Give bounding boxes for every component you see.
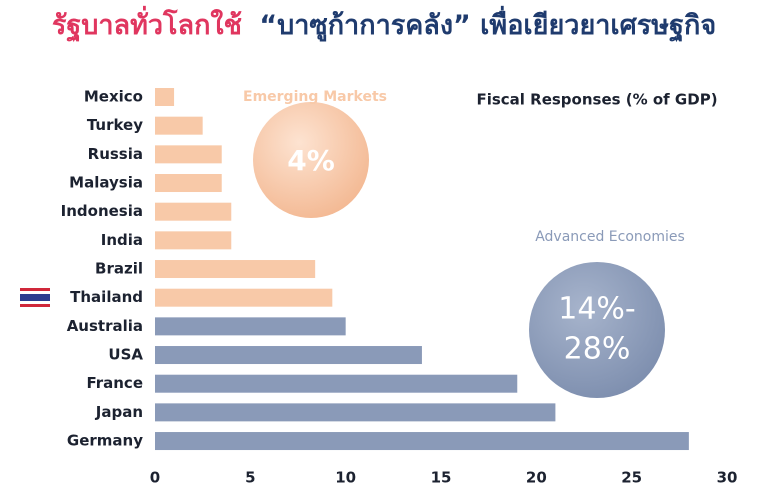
chart-title: รัฐบาลทั่วโลกใช้ “บาซูก้าการคลัง” เพื่อเ…	[52, 5, 716, 43]
title-part: รัฐบาลทั่วโลกใช้	[52, 5, 242, 43]
advanced-label: Advanced Economies	[535, 229, 685, 245]
x-tick-label: 20	[526, 469, 547, 487]
y-tick-label: USA	[108, 346, 143, 364]
x-tick-label: 10	[335, 469, 356, 487]
bar	[155, 88, 175, 106]
bar	[155, 260, 316, 279]
advanced-value: 28%	[564, 332, 631, 367]
y-tick-label: Germany	[67, 432, 143, 450]
bar	[155, 145, 222, 164]
bar	[155, 374, 518, 393]
advanced-value: 14%-	[558, 292, 636, 327]
y-tick-label: Thailand	[70, 288, 143, 306]
bar	[155, 288, 333, 307]
emerging-label: Emerging Markets	[243, 89, 387, 105]
y-tick-label: Japan	[95, 403, 143, 421]
x-tick-label: 15	[431, 469, 452, 487]
advanced-bubble	[529, 262, 665, 398]
bar	[155, 174, 222, 193]
subtitle: Fiscal Responses (% of GDP)	[476, 91, 717, 109]
emerging-value: 4%	[287, 144, 335, 177]
y-tick-label: Russia	[88, 145, 143, 163]
y-tick-label: France	[86, 374, 143, 392]
bar	[155, 231, 232, 250]
thai-flag	[20, 288, 50, 307]
x-tick-label: 30	[717, 469, 738, 487]
y-tick-label: Turkey	[87, 116, 143, 134]
emerging-bubble	[253, 102, 369, 218]
bar	[155, 202, 232, 221]
bar	[155, 432, 689, 451]
bar	[155, 346, 422, 365]
y-tick-label: Brazil	[95, 260, 143, 278]
x-tick-label: 0	[150, 469, 160, 487]
title-part: “บาซูก้าการคลัง” เพื่อเยียวยาเศรษฐกิจ	[259, 5, 716, 43]
y-tick-label: Mexico	[84, 88, 143, 106]
y-tick-label: Australia	[67, 317, 143, 335]
bar	[155, 116, 203, 135]
y-tick-label: Indonesia	[61, 202, 143, 220]
x-tick-label: 5	[245, 469, 255, 487]
y-tick-label: Malaysia	[69, 174, 143, 192]
y-tick-label: India	[101, 231, 143, 249]
bar	[155, 317, 346, 336]
bar	[155, 403, 556, 422]
x-tick-label: 25	[621, 469, 642, 487]
